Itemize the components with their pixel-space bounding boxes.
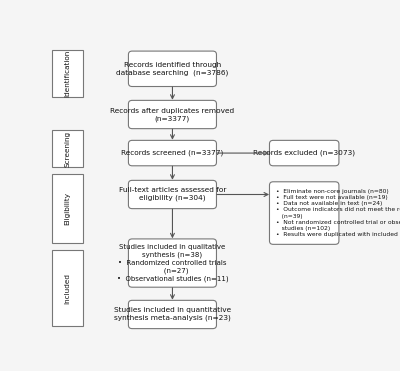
Text: •  Eliminate non-core journals (n=80)
•  Full text were not available (n=19)
•  : • Eliminate non-core journals (n=80) • F… [276,189,400,237]
Text: Studies included in quantitative
synthesis meta-analysis (n=23): Studies included in quantitative synthes… [114,308,231,322]
FancyBboxPatch shape [128,239,216,287]
FancyBboxPatch shape [128,51,216,86]
Text: Records screened (n=3377): Records screened (n=3377) [121,150,224,156]
FancyBboxPatch shape [270,140,339,166]
Text: Studies included in qualitative
synthesis (n=38)
•  Randomized controlled trials: Studies included in qualitative synthesi… [117,244,228,282]
Text: Eligibility: Eligibility [64,192,70,225]
Text: Full-text articles assessed for
eligibility (n=304): Full-text articles assessed for eligibil… [119,187,226,201]
FancyBboxPatch shape [128,140,216,166]
Text: Records identified through
database searching  (n=3786): Records identified through database sear… [116,62,229,76]
FancyBboxPatch shape [52,174,82,243]
Text: Identification: Identification [64,50,70,98]
FancyBboxPatch shape [52,130,82,167]
Text: Records excluded (n=3073): Records excluded (n=3073) [253,150,355,156]
FancyBboxPatch shape [52,250,82,326]
FancyBboxPatch shape [270,182,339,244]
Text: Records after duplicates removed
(n=3377): Records after duplicates removed (n=3377… [110,108,234,122]
FancyBboxPatch shape [52,50,82,97]
FancyBboxPatch shape [128,180,216,209]
FancyBboxPatch shape [128,301,216,329]
FancyBboxPatch shape [128,101,216,129]
Text: Included: Included [64,273,70,303]
Text: Screening: Screening [64,131,70,167]
